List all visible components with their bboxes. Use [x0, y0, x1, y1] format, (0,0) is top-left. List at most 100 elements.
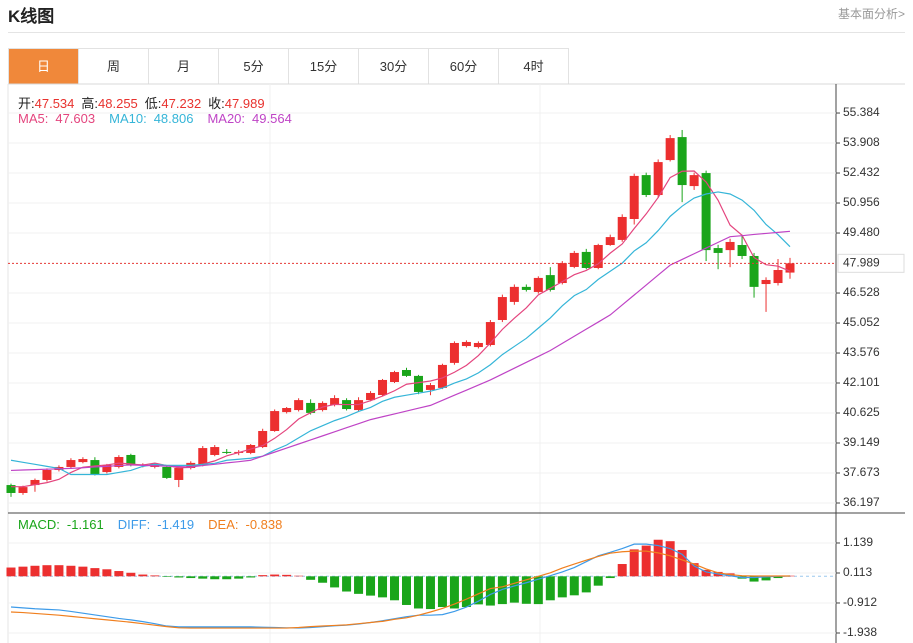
macd-legend-value: -0.838	[245, 517, 283, 532]
candle-body	[689, 175, 699, 187]
period-tab[interactable]: 30分	[359, 49, 429, 84]
macd-bar	[485, 576, 495, 606]
macd-bar	[102, 569, 112, 577]
candle-body	[270, 411, 280, 431]
candle-body	[258, 430, 268, 448]
macd-bar	[42, 565, 52, 577]
candle-body	[174, 467, 184, 480]
candle-body	[306, 402, 316, 413]
macd-bar	[473, 576, 483, 605]
candle-body	[785, 263, 795, 273]
macd-bar	[617, 564, 627, 577]
y-tick-label: 40.625	[843, 405, 880, 419]
macd-bar	[222, 576, 232, 580]
candle-body	[473, 342, 483, 348]
macd-bar	[174, 576, 184, 578]
candle-body	[425, 385, 435, 390]
candle-body	[485, 322, 495, 346]
macd-bar	[246, 576, 256, 578]
ma-legend: MA5: 47.603 MA10: 48.806 MA20: 49.564	[18, 111, 306, 126]
macd-bar	[210, 576, 220, 580]
candle-body	[533, 277, 543, 292]
ma-line	[10, 191, 791, 476]
candle-body	[162, 466, 172, 478]
candle-body	[66, 460, 76, 467]
macd-bar	[54, 565, 64, 577]
macd-bar	[653, 539, 663, 577]
ma-legend-name: MA10:	[109, 111, 147, 126]
macd-bar	[581, 576, 591, 593]
candle-body	[725, 241, 735, 251]
candle-body	[102, 464, 112, 473]
period-tabs: 日周月 5分 15分 30分 60分 4时	[8, 48, 569, 84]
candle-body	[581, 251, 591, 268]
macd-bar	[162, 576, 172, 577]
candle-body	[677, 137, 687, 186]
period-tab[interactable]: 周	[79, 49, 149, 84]
candle-body	[617, 216, 627, 240]
ohlc-label: 收:	[208, 96, 225, 111]
fundamental-link[interactable]: 基本面分析>	[837, 7, 905, 21]
macd-legend-value: -1.161	[66, 517, 104, 532]
y-tick-label: 37.673	[843, 465, 880, 479]
period-tab[interactable]: 月	[149, 49, 219, 84]
macd-bar	[773, 576, 783, 579]
y-tick-label: 43.576	[843, 345, 880, 359]
macd-bar	[401, 576, 411, 605]
candle-body	[401, 370, 411, 376]
period-tab[interactable]: 15分	[289, 49, 359, 84]
period-tab[interactable]: 日	[9, 49, 79, 84]
macd-legend-label: DEA:	[208, 517, 239, 532]
period-tab[interactable]: 60分	[429, 49, 499, 84]
macd-bar	[378, 576, 388, 598]
y-tick-label: 36.197	[843, 495, 880, 509]
macd-bar	[425, 576, 435, 610]
macd-bar	[66, 565, 76, 577]
ma-line	[10, 230, 791, 472]
macd-bar	[533, 576, 543, 605]
candle-body	[114, 457, 124, 467]
candle-body	[761, 279, 771, 285]
macd-bar	[641, 545, 651, 577]
period-tab[interactable]: 4时	[499, 49, 569, 84]
candle-body	[665, 138, 675, 161]
y-tick-label: -1.938	[843, 625, 877, 639]
candle-body	[461, 341, 471, 347]
macd-line	[10, 543, 791, 629]
candle-body	[737, 245, 747, 256]
candle-body	[294, 400, 304, 411]
period-tab[interactable]: 5分	[219, 49, 289, 84]
y-tick-label: 42.101	[843, 375, 880, 389]
ohlc-value: 47.534	[34, 96, 75, 111]
ma-legend-name: MA5:	[18, 111, 49, 126]
macd-bar	[138, 574, 148, 577]
candle-body	[210, 447, 220, 455]
candle-body	[366, 392, 376, 401]
macd-bar	[569, 576, 579, 596]
macd-bar	[449, 576, 459, 609]
macd-bar	[342, 576, 352, 592]
macd-bar	[390, 576, 400, 601]
candle-body	[330, 398, 340, 405]
candle-body	[749, 255, 759, 287]
macd-bar	[18, 566, 28, 577]
candle-body	[78, 459, 88, 463]
macd-bar	[557, 576, 567, 598]
macd-bar	[90, 568, 100, 577]
candle-body	[449, 342, 459, 363]
macd-bar	[30, 565, 40, 577]
candle-body	[593, 245, 603, 268]
y-tick-label: 46.528	[843, 285, 880, 299]
macd-bar	[366, 576, 376, 596]
candle-body	[437, 364, 447, 388]
macd-bar	[593, 576, 603, 586]
macd-bar	[413, 576, 423, 609]
candle-body	[222, 451, 232, 453]
candle-body	[773, 270, 783, 284]
macd-bar	[234, 576, 244, 579]
ohlc-value: 48.255	[98, 96, 138, 111]
macd-legend-label: MACD:	[18, 517, 60, 532]
macd-line	[10, 550, 790, 629]
macd-bar	[78, 566, 88, 577]
